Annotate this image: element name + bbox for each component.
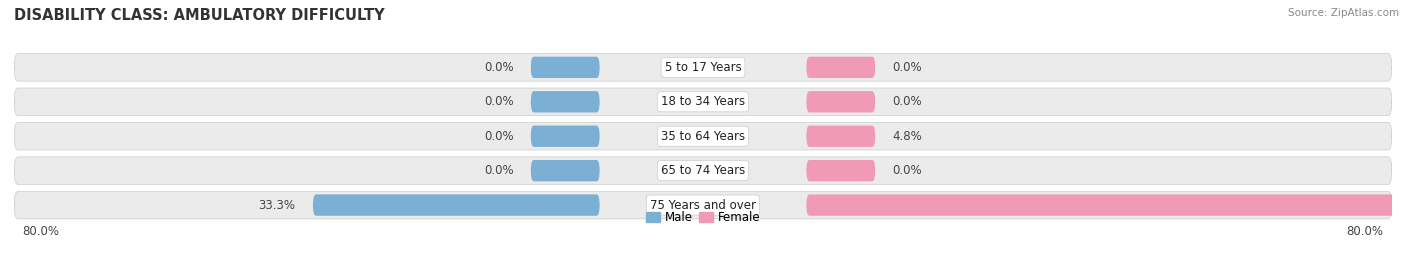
FancyBboxPatch shape xyxy=(14,157,1392,185)
Text: 0.0%: 0.0% xyxy=(893,95,922,108)
Text: 4.8%: 4.8% xyxy=(893,130,922,143)
FancyBboxPatch shape xyxy=(807,160,875,181)
Text: 18 to 34 Years: 18 to 34 Years xyxy=(661,95,745,108)
Text: 0.0%: 0.0% xyxy=(893,61,922,74)
FancyBboxPatch shape xyxy=(314,194,599,216)
FancyBboxPatch shape xyxy=(14,122,1392,150)
Legend: Male, Female: Male, Female xyxy=(641,206,765,228)
FancyBboxPatch shape xyxy=(531,126,599,147)
Text: 0.0%: 0.0% xyxy=(484,61,513,74)
FancyBboxPatch shape xyxy=(531,57,599,78)
Text: 0.0%: 0.0% xyxy=(484,164,513,177)
Text: 75 Years and over: 75 Years and over xyxy=(650,199,756,212)
Text: 80.0%: 80.0% xyxy=(22,225,59,238)
Text: DISABILITY CLASS: AMBULATORY DIFFICULTY: DISABILITY CLASS: AMBULATORY DIFFICULTY xyxy=(14,8,385,23)
Text: 0.0%: 0.0% xyxy=(893,164,922,177)
FancyBboxPatch shape xyxy=(531,91,599,112)
Text: 5 to 17 Years: 5 to 17 Years xyxy=(665,61,741,74)
FancyBboxPatch shape xyxy=(807,194,1406,216)
Text: 65 to 74 Years: 65 to 74 Years xyxy=(661,164,745,177)
Text: 80.0%: 80.0% xyxy=(1347,225,1384,238)
Text: Source: ZipAtlas.com: Source: ZipAtlas.com xyxy=(1288,8,1399,18)
FancyBboxPatch shape xyxy=(807,57,875,78)
Text: 0.0%: 0.0% xyxy=(484,130,513,143)
FancyBboxPatch shape xyxy=(14,54,1392,81)
FancyBboxPatch shape xyxy=(531,160,599,181)
FancyBboxPatch shape xyxy=(14,88,1392,116)
Text: 33.3%: 33.3% xyxy=(259,199,295,212)
FancyBboxPatch shape xyxy=(807,126,875,147)
FancyBboxPatch shape xyxy=(14,191,1392,219)
Text: 0.0%: 0.0% xyxy=(484,95,513,108)
FancyBboxPatch shape xyxy=(807,91,875,112)
Text: 35 to 64 Years: 35 to 64 Years xyxy=(661,130,745,143)
